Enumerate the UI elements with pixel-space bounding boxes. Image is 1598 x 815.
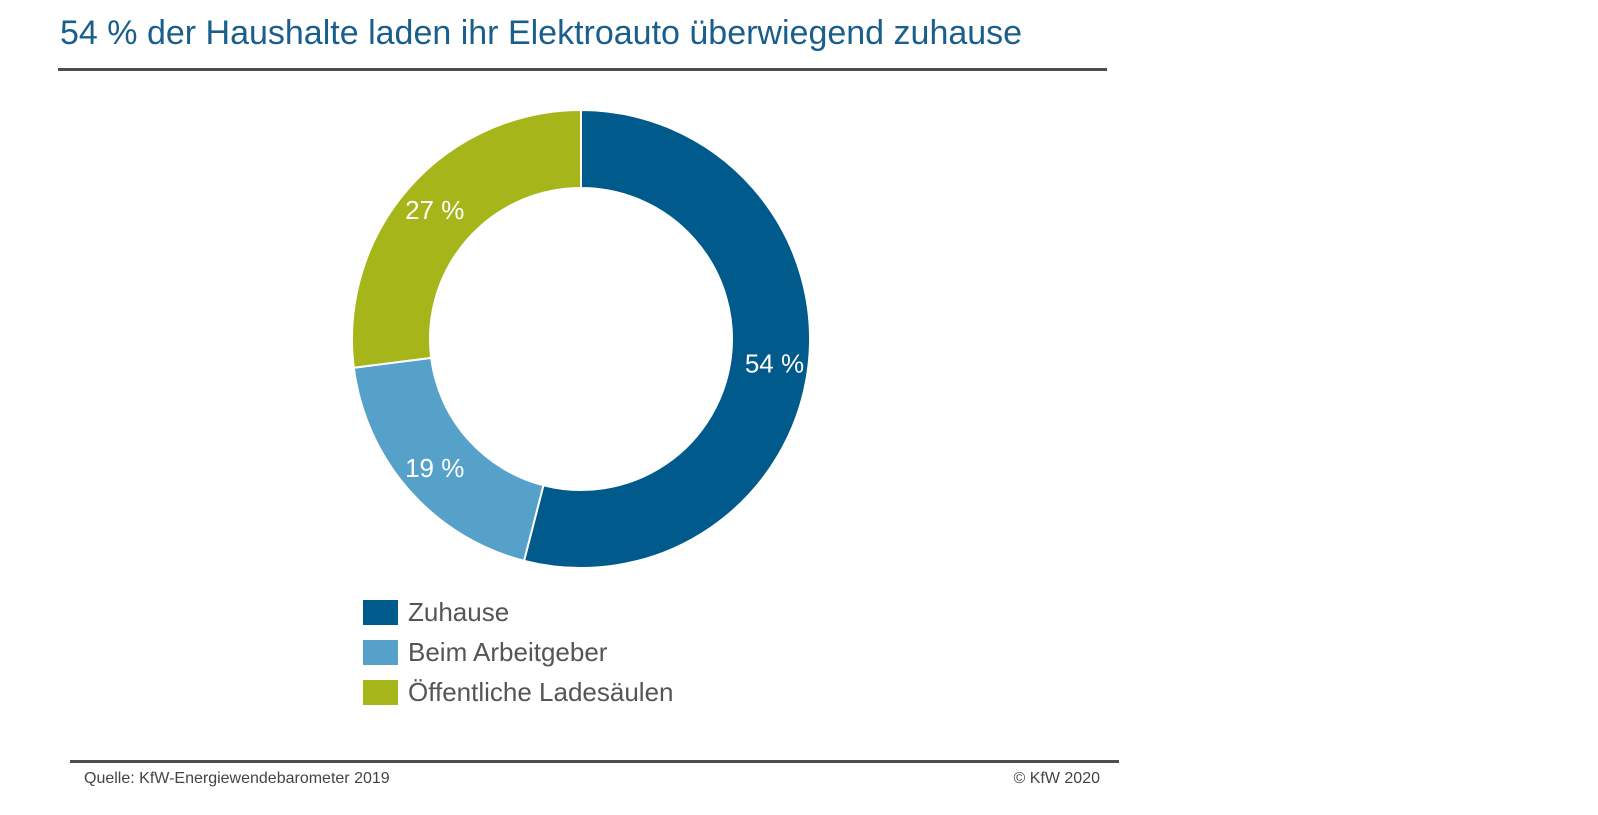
legend: Zuhause Beim Arbeitgeber Öffentliche Lad… [363,596,674,718]
donut-value-label-2: 19 % [405,453,464,483]
source-note: Quelle: KfW-Energiewendebarometer 2019 [84,770,390,787]
donut-slice-3 [351,108,582,369]
legend-item-ladesaeulen: Öffentliche Ladesäulen [363,676,674,707]
title-divider [58,68,1107,71]
legend-label-arbeitgeber: Beim Arbeitgeber [408,636,608,667]
chart-title: 54 % der Haushalte laden ihr Elektroauto… [60,14,1023,52]
legend-item-arbeitgeber: Beim Arbeitgeber [363,636,674,667]
donut-slice-1 [522,108,811,569]
donut-value-label-3: 27 % [405,195,464,225]
donut-value-label-1: 54 % [745,348,804,378]
legend-item-zuhause: Zuhause [363,596,674,627]
legend-swatch-zuhause [363,599,398,625]
legend-swatch-ladesaeulen [363,679,398,705]
footer-divider [70,760,1119,763]
copyright-note: © KfW 2020 [1013,770,1101,787]
legend-swatch-arbeitgeber [363,639,398,665]
legend-label-zuhause: Zuhause [408,596,510,627]
legend-label-ladesaeulen: Öffentliche Ladesäulen [408,676,674,707]
